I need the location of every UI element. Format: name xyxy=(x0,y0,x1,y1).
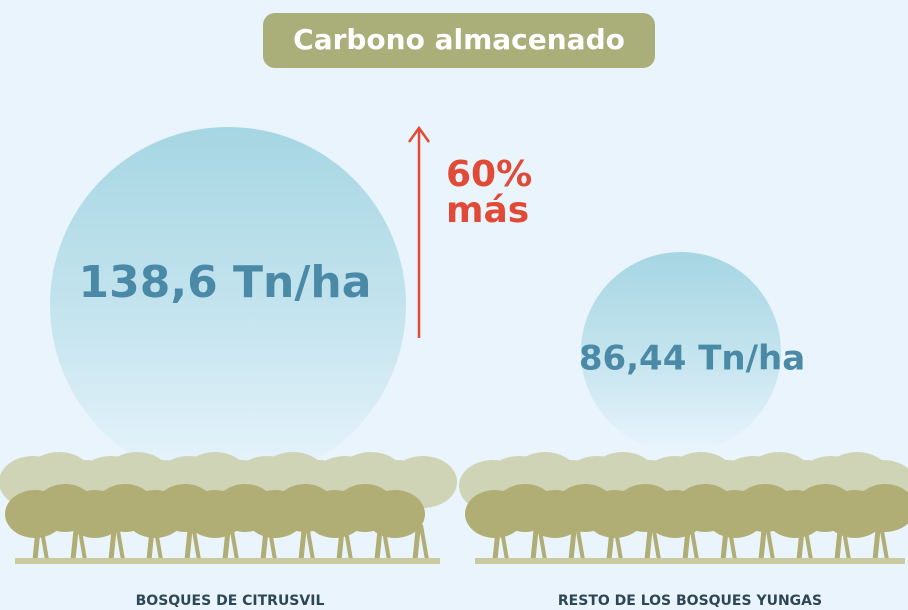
value-left: 138,6 Tn/ha xyxy=(79,257,372,308)
infographic: Carbono almacenado 138,6 Tn/ha 86,44 Tn/… xyxy=(0,0,908,610)
increase-word: más xyxy=(446,190,529,231)
title: Carbono almacenado xyxy=(293,23,625,56)
label-right: RESTO DE LOS BOSQUES YUNGAS xyxy=(558,593,822,609)
label-left: BOSQUES DE CITRUSVIL xyxy=(136,593,325,609)
value-right: 86,44 Tn/ha xyxy=(579,339,805,379)
ground xyxy=(475,558,905,564)
tree-front xyxy=(365,490,425,538)
ground xyxy=(15,558,440,564)
increase-percent: 60% xyxy=(446,154,532,195)
